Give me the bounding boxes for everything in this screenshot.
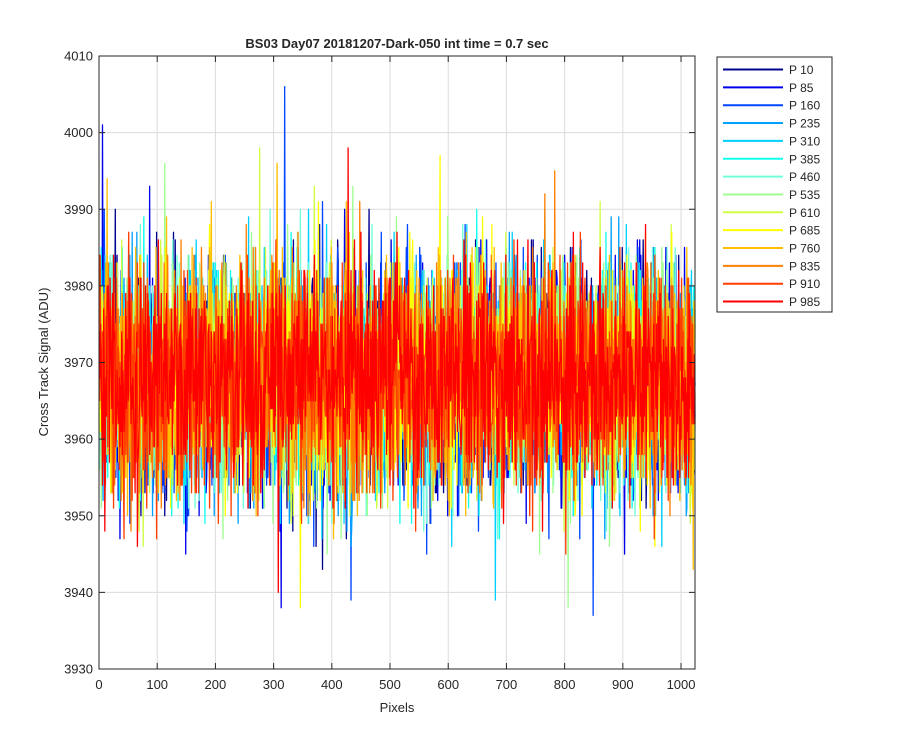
legend-label: P 235 [789,117,820,131]
x-tick-label: 900 [612,677,634,692]
legend-label: P 610 [789,206,820,220]
y-tick-label: 3940 [64,585,93,600]
legend-label: P 160 [789,99,820,113]
axes: 0 100 200 300 400 500 600 700 800 900 1000 3930 3940… [64,49,695,693]
y-tick-label: 3980 [64,278,93,293]
x-tick-label: 300 [263,677,285,692]
y-tick-label: 3930 [64,662,93,677]
y-tick-label: 3950 [64,508,93,523]
x-tick-label: 500 [379,677,401,692]
y-tick-label: 3970 [64,355,93,370]
x-tick-label: 400 [321,677,343,692]
x-tick-label: 200 [205,677,227,692]
legend-label: P 910 [789,277,820,291]
x-tick-label: 0 [95,677,102,692]
legend-box [716,56,833,313]
legend-label: P 535 [789,188,820,202]
chart-title: BS03 Day07 20181207-Dark-050 int time = … [245,36,548,51]
legend-label: P 985 [789,295,820,309]
x-tick-label: 1000 [667,677,696,692]
legend-label: P 385 [789,152,820,166]
y-tick-label: 4010 [64,49,93,64]
legend-label: P 460 [789,170,820,184]
x-tick-label: 700 [496,677,518,692]
x-tick-label: 100 [146,677,168,692]
x-tick-label: 800 [554,677,576,692]
x-axis-label: Pixels [380,700,415,715]
y-tick-label: 4000 [64,125,93,140]
legend-label: P 310 [789,134,820,148]
y-axis-label: Cross Track Signal (ADU) [36,288,51,437]
legend-label: P 85 [789,81,814,95]
series-line-p985 [98,147,696,594]
legend-label: P 835 [789,259,820,273]
x-tick-label: 600 [437,677,459,692]
y-tick-label: 3960 [64,432,93,447]
legend-label: P 685 [789,224,820,238]
series-layer [98,86,696,617]
legend-label: P 760 [789,242,820,256]
y-tick-label: 3990 [64,202,93,217]
legend-label: P 10 [789,63,814,77]
legend: P 10 P 85 P 160 P 235 P 310 P 385 P 460 P 535 P … [716,56,833,313]
